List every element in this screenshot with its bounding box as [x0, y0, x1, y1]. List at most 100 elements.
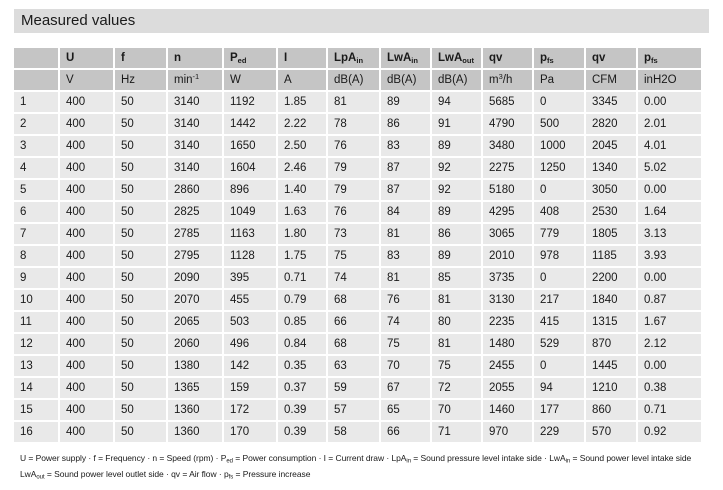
data-cell: 1049 — [224, 202, 276, 222]
data-cell: 978 — [534, 246, 584, 266]
table-row: 2 400 50 3140 1442 2.22 78 86 91 4790 500 2820 2.01 — [14, 114, 701, 134]
table-row: 15 400 50 1360 172 0.39 57 65 70 1460 177 860 0.71 — [14, 400, 701, 420]
table-row: 14 400 50 1365 159 0.37 59 67 72 2055 94 1210 0.38 — [14, 378, 701, 398]
data-cell: 0 — [534, 180, 584, 200]
data-cell: 57 — [328, 400, 379, 420]
data-cell: 400 — [60, 290, 113, 310]
data-cell: 3735 — [483, 268, 532, 288]
row-number-cell: 6 — [14, 202, 58, 222]
data-cell: 400 — [60, 180, 113, 200]
data-cell: 76 — [328, 136, 379, 156]
data-cell: 970 — [483, 422, 532, 442]
data-cell: 142 — [224, 356, 276, 376]
data-cell: 870 — [586, 334, 636, 354]
row-number-cell: 8 — [14, 246, 58, 266]
data-cell: 0.00 — [638, 356, 701, 376]
data-cell: 50 — [115, 290, 166, 310]
data-cell: 2530 — [586, 202, 636, 222]
data-cell: 78 — [328, 114, 379, 134]
data-cell: 50 — [115, 224, 166, 244]
data-cell: 50 — [115, 114, 166, 134]
data-cell: 1380 — [168, 356, 222, 376]
data-cell: 415 — [534, 312, 584, 332]
data-cell: 2785 — [168, 224, 222, 244]
data-cell: 3.93 — [638, 246, 701, 266]
table-row: 16 400 50 1360 170 0.39 58 66 71 970 229 570 0.92 — [14, 422, 701, 442]
page-title: Measured values — [21, 12, 136, 29]
data-cell: 0.85 — [278, 312, 326, 332]
data-cell: 50 — [115, 356, 166, 376]
data-cell: 1.67 — [638, 312, 701, 332]
column-header-cell: qv — [586, 48, 636, 68]
data-cell: 2.01 — [638, 114, 701, 134]
data-cell: 0.00 — [638, 268, 701, 288]
table-row: 11 400 50 2065 503 0.85 66 74 80 2235 415 1315 1.67 — [14, 312, 701, 332]
data-cell: 70 — [381, 356, 430, 376]
data-cell: 5.02 — [638, 158, 701, 178]
data-cell: 70 — [432, 400, 481, 420]
data-cell: 400 — [60, 268, 113, 288]
column-header-cell: U — [60, 48, 113, 68]
data-cell: 0 — [534, 268, 584, 288]
column-unit-cell: Hz — [115, 70, 166, 90]
data-cell: 0.39 — [278, 400, 326, 420]
row-number-cell: 11 — [14, 312, 58, 332]
table-row: 8 400 50 2795 1128 1.75 75 83 89 2010 978 1185 3.93 — [14, 246, 701, 266]
data-cell: 3130 — [483, 290, 532, 310]
data-cell: 50 — [115, 136, 166, 156]
data-cell: 3480 — [483, 136, 532, 156]
column-unit-cell: dB(A) — [381, 70, 430, 90]
table-row: 10 400 50 2070 455 0.79 68 76 81 3130 217 1840 0.87 — [14, 290, 701, 310]
data-cell: 1365 — [168, 378, 222, 398]
column-unit-cell: CFM — [586, 70, 636, 90]
corner-header-cell — [14, 48, 58, 68]
data-cell: 2055 — [483, 378, 532, 398]
data-cell: 529 — [534, 334, 584, 354]
data-cell: 2010 — [483, 246, 532, 266]
data-cell: 1315 — [586, 312, 636, 332]
legend-line-1: U = Power supply · f = Frequency · n = S… — [20, 453, 692, 465]
data-cell: 3140 — [168, 136, 222, 156]
column-unit-cell: V — [60, 70, 113, 90]
data-cell: 0.00 — [638, 180, 701, 200]
data-cell: 0 — [534, 92, 584, 112]
data-cell: 1840 — [586, 290, 636, 310]
data-cell: 0.71 — [638, 400, 701, 420]
data-cell: 89 — [432, 136, 481, 156]
data-cell: 400 — [60, 378, 113, 398]
data-cell: 500 — [534, 114, 584, 134]
data-cell: 75 — [328, 246, 379, 266]
data-cell: 503 — [224, 312, 276, 332]
data-cell: 83 — [381, 136, 430, 156]
data-cell: 570 — [586, 422, 636, 442]
data-cell: 1.40 — [278, 180, 326, 200]
data-cell: 80 — [432, 312, 481, 332]
column-unit-cell: inH2O — [638, 70, 701, 90]
data-cell: 50 — [115, 180, 166, 200]
data-cell: 229 — [534, 422, 584, 442]
data-cell: 75 — [381, 334, 430, 354]
data-cell: 92 — [432, 158, 481, 178]
table-row: 12 400 50 2060 496 0.84 68 75 81 1480 529 870 2.12 — [14, 334, 701, 354]
data-cell: 68 — [328, 290, 379, 310]
data-cell: 75 — [432, 356, 481, 376]
data-cell: 50 — [115, 246, 166, 266]
data-cell: 1000 — [534, 136, 584, 156]
data-cell: 0.92 — [638, 422, 701, 442]
data-cell: 50 — [115, 422, 166, 442]
data-cell: 2795 — [168, 246, 222, 266]
data-cell: 2065 — [168, 312, 222, 332]
column-header-cell: LpAin — [328, 48, 379, 68]
column-header-cell: pfs — [534, 48, 584, 68]
column-unit-cell: W — [224, 70, 276, 90]
data-cell: 2200 — [586, 268, 636, 288]
data-cell: 400 — [60, 334, 113, 354]
column-header-cell: qv — [483, 48, 532, 68]
data-cell: 1442 — [224, 114, 276, 134]
data-cell: 408 — [534, 202, 584, 222]
data-cell: 2455 — [483, 356, 532, 376]
data-cell: 0 — [534, 356, 584, 376]
row-number-cell: 3 — [14, 136, 58, 156]
data-cell: 1163 — [224, 224, 276, 244]
